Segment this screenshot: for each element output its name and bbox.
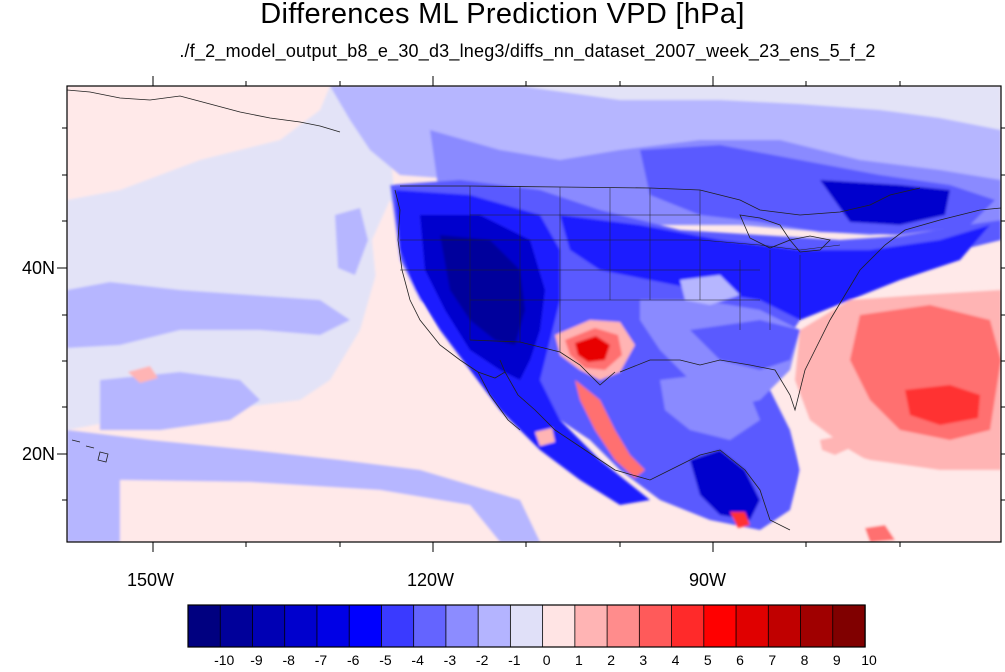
- field-yucatan-dark-blue: [690, 450, 760, 520]
- field-canada-upper-edge: [520, 86, 1001, 130]
- difference-field: [67, 86, 1001, 542]
- colorbar-tick-label: 4: [671, 652, 680, 668]
- colorbar-swatch: [413, 604, 447, 648]
- colorbar-tick-label: -1: [508, 652, 521, 668]
- colorbar-tick-label: -10: [214, 652, 235, 668]
- colorbar-swatch: [381, 604, 415, 648]
- colorbar-swatch: [767, 604, 802, 648]
- field-pacific-light-red-patch-2: [535, 428, 555, 446]
- field-gulf-light-red: [820, 436, 850, 455]
- colorbar-tick-label: -5: [379, 652, 392, 668]
- coastline-baja-peninsula: [477, 359, 521, 431]
- colorbar-tick-label: 7: [768, 652, 777, 668]
- colorbar-tick-label: 2: [607, 652, 615, 668]
- field-pacific-light-red-patch-1: [128, 366, 158, 383]
- lon-label-150w: 150W: [127, 570, 175, 590]
- coastline-alaska: [67, 89, 341, 133]
- field-pacific-lightblue-patch-2: [100, 372, 260, 430]
- colorbar-swatch: [638, 604, 673, 648]
- lon-label-120w: 120W: [407, 570, 455, 590]
- colorbar-swatch: [252, 604, 286, 648]
- colorbar-tick-label: -9: [250, 652, 263, 668]
- map-subtitle: ./f_2_model_output_b8_e_30_d3_lneg3/diff…: [179, 41, 876, 61]
- field-plains-strong-blue: [560, 215, 990, 320]
- colorbar-tick-label: -7: [314, 652, 328, 668]
- colorbar-swatch: [735, 604, 769, 648]
- colorbar-swatch: [284, 604, 318, 648]
- lat-label-40n: 40N: [22, 258, 56, 278]
- colorbar-tick-label: -3: [443, 652, 457, 668]
- field-west-navy-core: [440, 235, 525, 345]
- colorbar-tick-label: 9: [832, 652, 841, 668]
- colorbar-tick-label: 3: [639, 652, 648, 668]
- field-northeast-dark-blue: [820, 180, 950, 225]
- lat-label-20n: 20N: [22, 444, 56, 464]
- colorbar-tick-label: -6: [346, 652, 360, 668]
- field-atlantic-south-pink: [800, 440, 1001, 542]
- colorbar-swatch: [219, 604, 254, 648]
- field-gulf-mid-blue: [660, 370, 760, 440]
- field-pacific-pink-south: [120, 480, 500, 542]
- colorbar-swatch: [348, 604, 383, 648]
- field-pacific-lightblue-band: [67, 282, 350, 348]
- colorbar-tick-label: 8: [800, 652, 809, 668]
- colorbar-swatch: [703, 604, 737, 648]
- field-atlantic-strong-red: [905, 385, 980, 425]
- coastline-great-lakes: [739, 214, 831, 253]
- colorbar-swatch: [606, 604, 641, 648]
- field-pacific-lightblue-patch-1: [335, 208, 368, 275]
- colorbar-tick-label: -8: [282, 652, 295, 668]
- colorbar-tick-label: 1: [574, 652, 583, 668]
- field-pacific-pink-northwest: [67, 86, 330, 200]
- colorbar-tick-label: -4: [411, 652, 424, 668]
- coastlines: [67, 89, 1001, 531]
- field-atlantic-south-red: [865, 525, 895, 542]
- colorbar-swatch: [509, 604, 544, 648]
- colorbar-tick-label: -2: [475, 652, 489, 668]
- colorbar-swatch: [445, 604, 479, 648]
- colorbar-frame: [187, 604, 866, 648]
- colorbar-swatch: [542, 604, 576, 648]
- border-states-grid: [400, 186, 841, 352]
- plot-area: [67, 86, 1001, 542]
- field-southeast-blue: [690, 320, 800, 370]
- colorbar-swatch: [477, 604, 512, 648]
- coastline-hawaii: [71, 439, 109, 463]
- field-mexico-red-streak: [575, 380, 645, 478]
- map-frame: [66, 85, 1002, 543]
- border-us-mexico: [469, 339, 616, 386]
- colorbar-swatch: [316, 604, 350, 648]
- field-yucatan-red: [730, 512, 750, 528]
- colorbar: [187, 604, 866, 648]
- coastline-north-america: [394, 189, 791, 531]
- colorbar-swatch: [187, 604, 221, 648]
- field-texas-deep-red-core: [575, 336, 610, 362]
- axis-ticks: [57, 76, 1005, 552]
- coastline-gulf-of-mexico: [619, 207, 1001, 412]
- lon-label-90w: 90W: [689, 570, 727, 590]
- colorbar-swatch: [832, 604, 866, 648]
- colorbar-tick-label: 5: [703, 652, 712, 668]
- colorbar-swatch: [800, 604, 834, 648]
- colorbar-tick-label: 10: [861, 652, 877, 668]
- colorbar-tick-label: 6: [736, 652, 744, 668]
- map-title: Differences ML Prediction VPD [hPa]: [260, 0, 745, 30]
- field-central-light-blue: [680, 275, 740, 305]
- colorbar-swatch: [574, 604, 608, 648]
- colorbar-swatch: [671, 604, 705, 648]
- colorbar-tick-label: 0: [542, 652, 551, 668]
